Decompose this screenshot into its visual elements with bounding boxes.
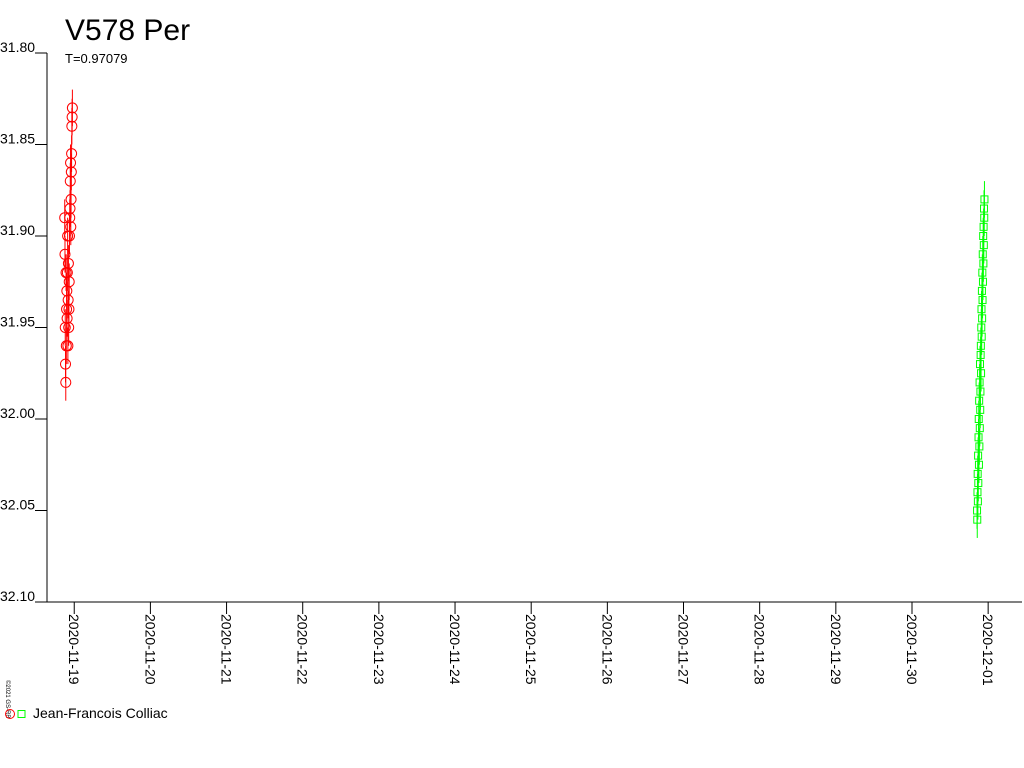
x-tick-label: 2020-11-26 [599, 614, 615, 685]
point [976, 387, 985, 396]
point [65, 221, 77, 233]
y-tick-label: 31.80 [0, 39, 35, 55]
credit: ©2021 GS-RB [4, 680, 11, 718]
x-tick-label: 2020-12-01 [980, 614, 996, 686]
point [979, 241, 988, 250]
point [62, 294, 74, 306]
point [65, 193, 77, 205]
x-tick-label: 2020-11-27 [676, 614, 692, 685]
x-tick-label: 2020-11-19 [66, 614, 82, 685]
x-tick-label: 2020-11-24 [447, 614, 463, 685]
point [66, 102, 78, 114]
point [974, 479, 983, 488]
point [62, 257, 74, 269]
point [976, 360, 985, 369]
x-tick-label: 2020-11-25 [523, 614, 539, 685]
point [60, 376, 72, 388]
x-tick-label: 2020-11-23 [371, 614, 387, 685]
point [977, 369, 986, 378]
legend-label: Jean-Francois Colliac [33, 705, 168, 721]
point [65, 157, 77, 169]
x-tick-label: 2020-11-22 [295, 614, 311, 685]
chart-subtitle: T=0.97079 [65, 51, 128, 66]
y-tick-label: 32.10 [0, 588, 35, 604]
point [63, 276, 75, 288]
y-tick-label: 32.05 [0, 497, 35, 513]
point [973, 515, 982, 524]
x-tick-label: 2020-11-21 [219, 614, 235, 685]
x-tick-label: 2020-11-30 [904, 614, 920, 685]
point [63, 303, 75, 315]
y-tick-label: 31.95 [0, 314, 35, 330]
x-tick-label: 2020-11-29 [828, 614, 844, 685]
point [66, 148, 78, 160]
y-tick-label: 31.85 [0, 131, 35, 147]
y-tick-label: 31.90 [0, 222, 35, 238]
point [62, 340, 74, 352]
x-tick-label: 2020-11-20 [142, 614, 158, 685]
chart-title: V578 Per [65, 14, 190, 47]
y-tick-label: 32.00 [0, 405, 35, 421]
x-tick-label: 2020-11-28 [752, 614, 768, 685]
legend-marker [17, 710, 26, 718]
point [64, 203, 76, 215]
legend-marker [5, 709, 15, 719]
point [980, 195, 989, 204]
